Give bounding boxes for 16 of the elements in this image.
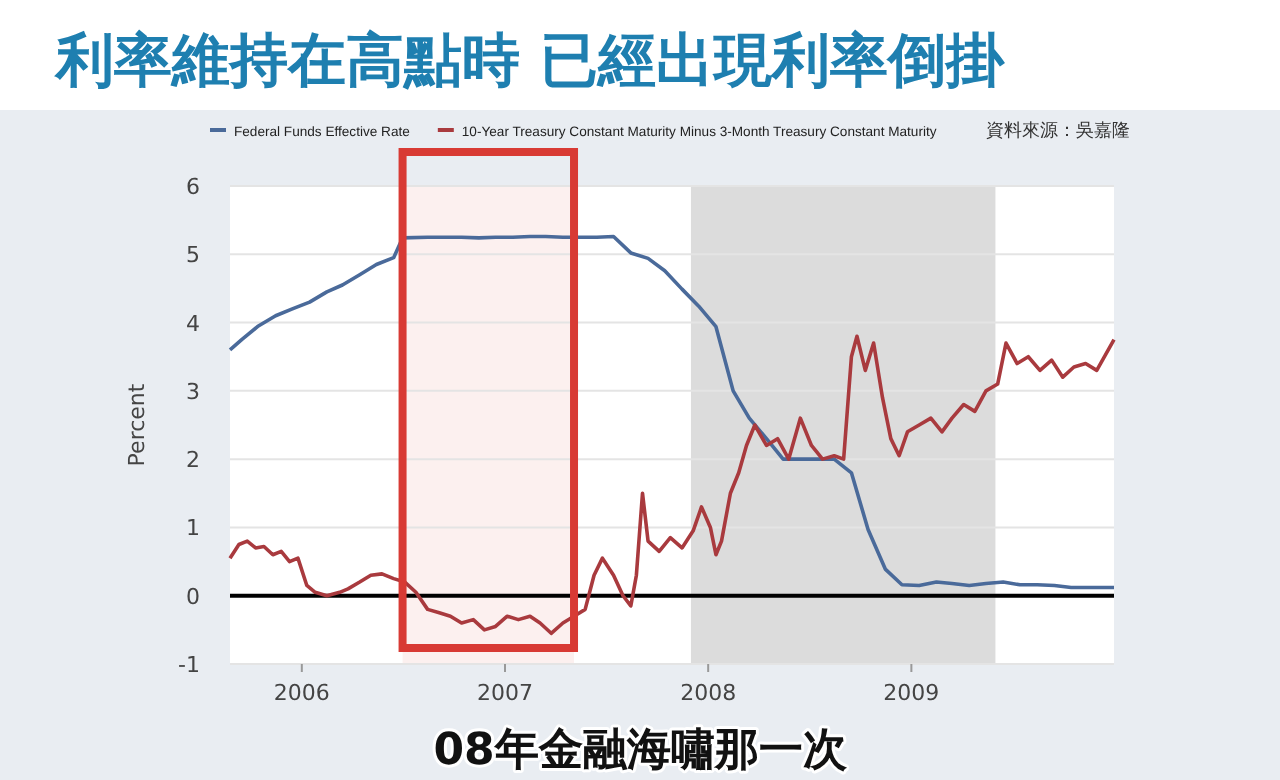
xtick: 2009 (883, 680, 940, 706)
ytick: 6 (186, 174, 200, 200)
ytick: 2 (186, 447, 200, 474)
xtick: 2008 (680, 680, 737, 706)
xtick: 2007 (477, 680, 533, 706)
annotation: 08年金融海嘯那一次 (433, 726, 847, 776)
ytick: 0 (186, 583, 200, 610)
title: 利率維持在高點時 已經出現利率倒掛 (56, 26, 1005, 94)
ylabel: Percent (124, 383, 150, 467)
ytick: 5 (186, 242, 200, 269)
ytick: 4 (186, 310, 200, 337)
ytick: 1 (186, 515, 200, 542)
annotation: 資料來源：吳嘉隆 (986, 122, 1130, 142)
ytick: 3 (186, 378, 200, 405)
xtick: 2006 (273, 680, 330, 706)
ytick: -1 (178, 652, 200, 678)
